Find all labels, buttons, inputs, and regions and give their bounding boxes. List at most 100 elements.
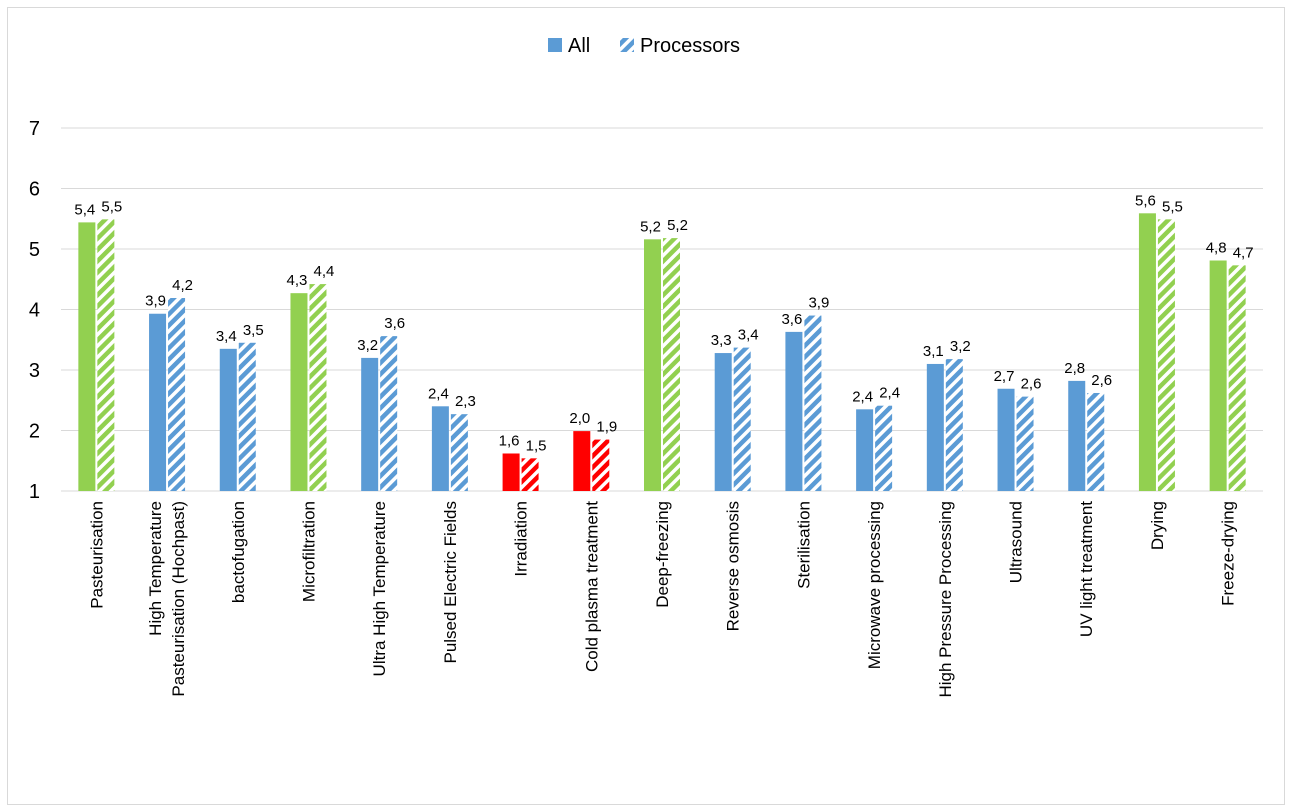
data-label: 2,4 xyxy=(852,388,873,405)
bar-processors xyxy=(592,439,610,491)
gridlines xyxy=(61,127,1263,492)
category-label: Microwave processing xyxy=(865,501,884,669)
data-label: 5,5 xyxy=(101,198,122,215)
category-label: Cold plasma treatment xyxy=(582,501,601,672)
category-label: Freeze-drying xyxy=(1219,501,1238,606)
bar-processors xyxy=(1087,392,1105,491)
legend-swatch-processors xyxy=(620,38,634,52)
bar-processors xyxy=(168,298,186,491)
chart-frame: 1 2 3 4 5 6 7 5,4 5,5 3,9 4,2 3,4 3,5 4,3 4,4 3,2 3,6 2,… xyxy=(7,7,1285,805)
data-label: 4,8 xyxy=(1206,239,1227,256)
bar-all xyxy=(926,363,944,491)
bar-processors xyxy=(97,219,115,492)
bar-processors xyxy=(380,336,398,491)
data-label: 1,6 xyxy=(499,432,520,449)
category-label: Reverse osmosis xyxy=(724,501,743,631)
bar-all xyxy=(361,357,379,491)
category-labels: Pasteurisation High Temperature Pasteurisa… xyxy=(87,501,1237,698)
data-label: 4,4 xyxy=(314,263,335,280)
data-label: 3,6 xyxy=(781,311,802,328)
data-label: 5,2 xyxy=(667,217,688,234)
data-label: 5,5 xyxy=(1162,198,1183,215)
data-label: 2,6 xyxy=(1091,372,1112,389)
data-label: 4,2 xyxy=(172,277,193,294)
data-label: 3,2 xyxy=(950,338,971,355)
legend: All Processors xyxy=(548,35,740,57)
y-tick-label: 6 xyxy=(29,179,40,201)
y-tick-label: 3 xyxy=(29,360,40,382)
legend-swatch-all xyxy=(548,38,562,52)
data-label: 3,1 xyxy=(923,343,944,360)
data-labels: 5,4 5,5 3,9 4,2 3,4 3,5 4,3 4,4 3,2 3,6 2,4 2,3 1,6 1… xyxy=(74,192,1253,454)
data-label: 1,5 xyxy=(526,437,547,454)
category-label: Drying xyxy=(1148,501,1167,550)
category-label: UV light treatment xyxy=(1077,501,1096,637)
bar-processors xyxy=(663,238,680,491)
legend-label-processors: Processors xyxy=(640,35,740,57)
bar-processors xyxy=(945,359,963,491)
bar-all xyxy=(149,313,167,491)
bar-processors xyxy=(521,458,539,491)
y-tick-label: 1 xyxy=(29,481,40,503)
legend-label-all: All xyxy=(568,35,590,57)
category-label: Pulsed Electric Fields xyxy=(441,501,460,664)
data-label: 3,6 xyxy=(384,315,405,332)
bar-all xyxy=(997,388,1015,491)
data-label: 5,2 xyxy=(640,218,661,235)
category-label: Sterilisation xyxy=(794,501,813,589)
data-label: 3,3 xyxy=(711,332,732,349)
category-label: Irradiation xyxy=(512,501,531,577)
bar-processors xyxy=(733,347,751,491)
category-label: High Temperature Pasteurisation (Hochpast… xyxy=(146,501,188,697)
bar-all xyxy=(573,431,591,491)
y-tick-label: 5 xyxy=(29,239,40,261)
bar-all xyxy=(714,353,732,491)
data-label: 3,9 xyxy=(808,295,829,312)
data-label: 2,3 xyxy=(455,393,476,410)
data-label: 2,4 xyxy=(428,385,449,402)
category-label: High Pressure Processing xyxy=(936,501,955,698)
data-label: 2,7 xyxy=(994,368,1015,385)
bar-all xyxy=(1068,380,1086,491)
bar-all xyxy=(1209,260,1227,491)
data-label: 3,2 xyxy=(357,337,378,354)
data-label: 4,7 xyxy=(1233,244,1254,261)
data-label: 2,0 xyxy=(569,410,590,427)
bar-all xyxy=(290,293,308,491)
category-label: Ultrasound xyxy=(1007,501,1026,583)
category-label: Deep-freezing xyxy=(653,501,672,608)
data-label: 2,6 xyxy=(1021,376,1042,393)
bar-processors xyxy=(875,405,893,491)
category-label: Microfiltration xyxy=(299,501,318,602)
y-tick-label: 4 xyxy=(29,300,40,322)
bar-processors xyxy=(309,284,327,491)
bar-processors xyxy=(804,315,822,491)
y-axis-tick-labels: 1 2 3 4 5 6 7 xyxy=(29,118,40,503)
bars xyxy=(78,213,1246,492)
data-label: 3,5 xyxy=(243,322,264,339)
bar-processors xyxy=(450,414,468,491)
category-label: bactofugation xyxy=(229,501,248,603)
bar-processors xyxy=(1228,265,1246,491)
data-label: 3,9 xyxy=(145,293,166,310)
bar-processors xyxy=(238,342,256,491)
bar-processors xyxy=(1016,396,1034,491)
y-tick-label: 2 xyxy=(29,421,40,443)
data-label: 5,6 xyxy=(1135,192,1156,209)
bar-all xyxy=(644,239,661,491)
data-label: 2,4 xyxy=(879,385,900,402)
bar-all xyxy=(785,331,803,491)
bar-chart: 1 2 3 4 5 6 7 5,4 5,5 3,9 4,2 3,4 3,5 4,3 4,4 3,2 3,6 2,… xyxy=(29,35,1263,698)
category-label: Pasteurisation xyxy=(87,501,106,609)
category-label: Ultra High Temperature xyxy=(370,501,389,676)
y-tick-label: 7 xyxy=(29,118,40,140)
data-label: 5,4 xyxy=(74,201,95,218)
data-label: 3,4 xyxy=(738,327,759,344)
data-label: 4,3 xyxy=(287,272,308,289)
bar-all xyxy=(219,348,237,491)
data-label: 3,4 xyxy=(216,328,237,345)
bar-all xyxy=(1138,213,1156,491)
bar-all xyxy=(856,409,874,491)
bar-all xyxy=(78,222,96,491)
bar-all xyxy=(502,453,520,491)
